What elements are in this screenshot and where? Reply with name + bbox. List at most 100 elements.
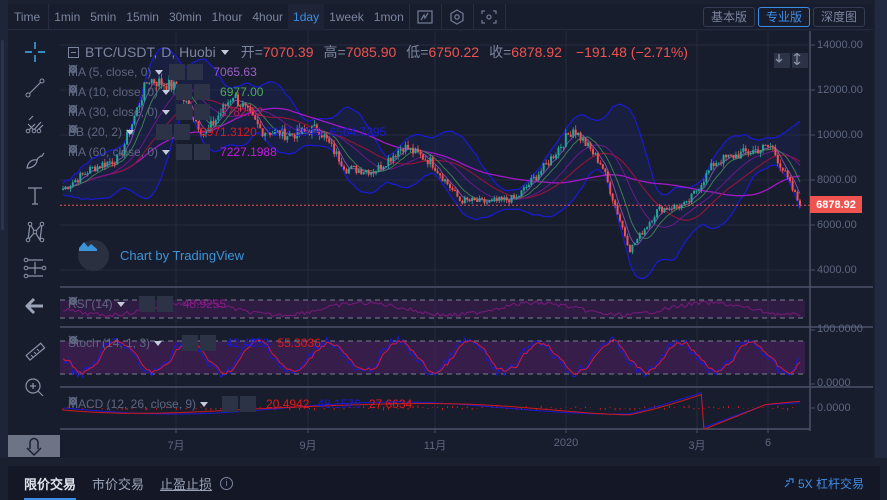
chart-container[interactable]: BTC/USDT, D, Huobi 开= 7070.39 高= 7085.90… — [60, 31, 873, 458]
interval-1min[interactable]: 1min — [54, 9, 81, 24]
close-icon[interactable] — [68, 144, 211, 160]
depth-chart-button[interactable]: 深度图 — [812, 6, 865, 27]
leverage-trade-link[interactable]: 5X 杠杆交易 — [783, 475, 864, 492]
gear-icon[interactable] — [69, 84, 193, 100]
pitchfork-tool[interactable] — [22, 111, 48, 137]
indicator-rsi: RSI (14) 48.9255 — [68, 296, 226, 312]
trend-line-tool[interactable] — [22, 75, 48, 101]
indicator-name[interactable]: MA (10, close, 0) — [68, 85, 159, 99]
dropdown-icon[interactable] — [162, 89, 171, 95]
indicator-value: 6782.52 — [220, 105, 264, 119]
left-page-scrollbar[interactable] — [0, 0, 8, 458]
interval-time[interactable]: Time — [8, 3, 50, 30]
close-value: 6878.92 — [511, 44, 562, 60]
gear-icon[interactable] — [69, 124, 173, 140]
indicator-stoch: Stoch (14, 1, 3) 42.4383 55.3036 — [68, 335, 321, 351]
scale-down-button[interactable] — [774, 53, 790, 68]
symbol-dropdown-icon[interactable] — [220, 49, 229, 55]
zoom-in-icon — [25, 378, 44, 397]
gear-icon[interactable] — [69, 396, 239, 412]
macd-tick: 0.0000 — [817, 402, 851, 414]
indicator-name[interactable]: MA (5, close, 0) — [68, 65, 152, 79]
dropdown-icon[interactable] — [126, 129, 135, 135]
gear-icon[interactable] — [69, 335, 199, 351]
open-value: 7070.39 — [262, 44, 314, 60]
right-page-scrollbar[interactable] — [875, 0, 887, 458]
close-icon[interactable] — [68, 396, 257, 412]
interval-1day[interactable]: 1day — [288, 3, 325, 30]
indicator-name[interactable]: BB (20, 2) — [68, 125, 123, 139]
watermark-text: Chart by TradingView — [120, 248, 245, 263]
tab-stop-order[interactable]: 止盈止损 — [160, 466, 212, 500]
text-icon — [28, 187, 42, 205]
tab-market-order[interactable]: 市价交易 — [92, 476, 145, 492]
indicator-macd: MACD (12, 26, close, 9) 20.4942 48.1576 … — [68, 396, 412, 412]
dropdown-icon[interactable] — [200, 401, 209, 407]
dropdown-icon[interactable] — [154, 340, 163, 346]
close-icon[interactable] — [68, 84, 211, 100]
auto-scale-button[interactable] — [792, 53, 808, 68]
back-arrow-icon — [25, 297, 43, 315]
indicator-name[interactable]: RSI (14) — [68, 297, 113, 311]
tab-limit-order[interactable]: 限价交易 — [24, 466, 77, 500]
interval-1hour[interactable]: 1hour — [211, 9, 243, 24]
high-value: 7085.90 — [345, 44, 397, 60]
download-arrow-icon — [26, 437, 42, 457]
close-icon[interactable] — [68, 64, 204, 80]
interval-30min[interactable]: 30min — [168, 9, 202, 24]
settings-button[interactable] — [442, 3, 474, 30]
interval-5min[interactable]: 5min — [90, 9, 117, 24]
brush-tool[interactable] — [22, 147, 48, 173]
dropdown-icon[interactable] — [116, 301, 125, 307]
price-chart[interactable] — [60, 31, 873, 458]
gear-icon[interactable] — [69, 104, 193, 120]
interval-1week[interactable]: 1week — [329, 9, 364, 24]
high-label: 高= — [323, 44, 346, 60]
zoom-tool[interactable] — [22, 375, 48, 401]
interval-1mon[interactable]: 1mon — [373, 9, 404, 24]
close-icon[interactable] — [68, 335, 217, 351]
gear-icon[interactable] — [69, 296, 155, 312]
time-tick: 9月 — [299, 440, 317, 452]
dropdown-icon[interactable] — [162, 149, 171, 155]
close-icon[interactable] — [68, 124, 191, 140]
info-icon[interactable]: i — [220, 476, 234, 490]
crosshair-icon — [25, 42, 45, 62]
collapse-legend-button[interactable] — [68, 46, 79, 58]
interval-15min[interactable]: 15min — [126, 9, 159, 24]
gear-icon[interactable] — [69, 64, 186, 80]
scroll-thumb[interactable] — [1, 40, 4, 230]
close-icon[interactable] — [68, 296, 173, 312]
time-tick: 11月 — [423, 440, 447, 452]
hide-drawings-button[interactable] — [8, 435, 60, 457]
symbol-label[interactable]: BTC/USDT, D, Huobi — [85, 44, 216, 60]
gear-icon[interactable] — [69, 144, 193, 160]
dropdown-icon[interactable] — [155, 69, 164, 75]
measure-tool[interactable] — [22, 255, 48, 281]
indicators-button[interactable] — [410, 3, 442, 30]
indicator-name[interactable]: MA (60, close, 0) — [68, 145, 159, 159]
pro-version-button[interactable]: 专业版 — [757, 6, 810, 27]
basic-version-button[interactable]: 基本版 — [702, 6, 755, 27]
indicator-value: 48.9255 — [182, 297, 227, 311]
tradingview-watermark[interactable]: Chart by TradingView — [78, 240, 244, 271]
dropdown-icon[interactable] — [162, 109, 171, 115]
time-tick: 2020 — [553, 437, 579, 449]
fullscreen-button[interactable] — [474, 3, 506, 30]
brush-icon — [26, 152, 45, 169]
indicator-name[interactable]: MA (30, close, 0) — [68, 105, 159, 119]
pattern-tool[interactable] — [22, 219, 48, 245]
text-tool[interactable] — [22, 183, 48, 209]
interval-4hour[interactable]: 4hour — [252, 9, 284, 24]
close-icon[interactable] — [68, 104, 211, 120]
indicator-name[interactable]: MACD (12, 26, close, 9) — [68, 397, 197, 411]
indicator-name[interactable]: Stoch (14, 1, 3) — [68, 336, 151, 350]
trade-tabs: 限价交易 市价交易 止盈止损 i 5X 杠杆交易 — [8, 466, 880, 500]
crosshair-tool[interactable] — [22, 39, 48, 65]
price-tick: 8000.00 — [817, 174, 857, 186]
back-tool[interactable] — [22, 293, 48, 319]
indicators-icon — [417, 9, 433, 24]
price-tick: 12000.00 — [817, 84, 863, 96]
ruler-tool[interactable] — [22, 339, 48, 365]
